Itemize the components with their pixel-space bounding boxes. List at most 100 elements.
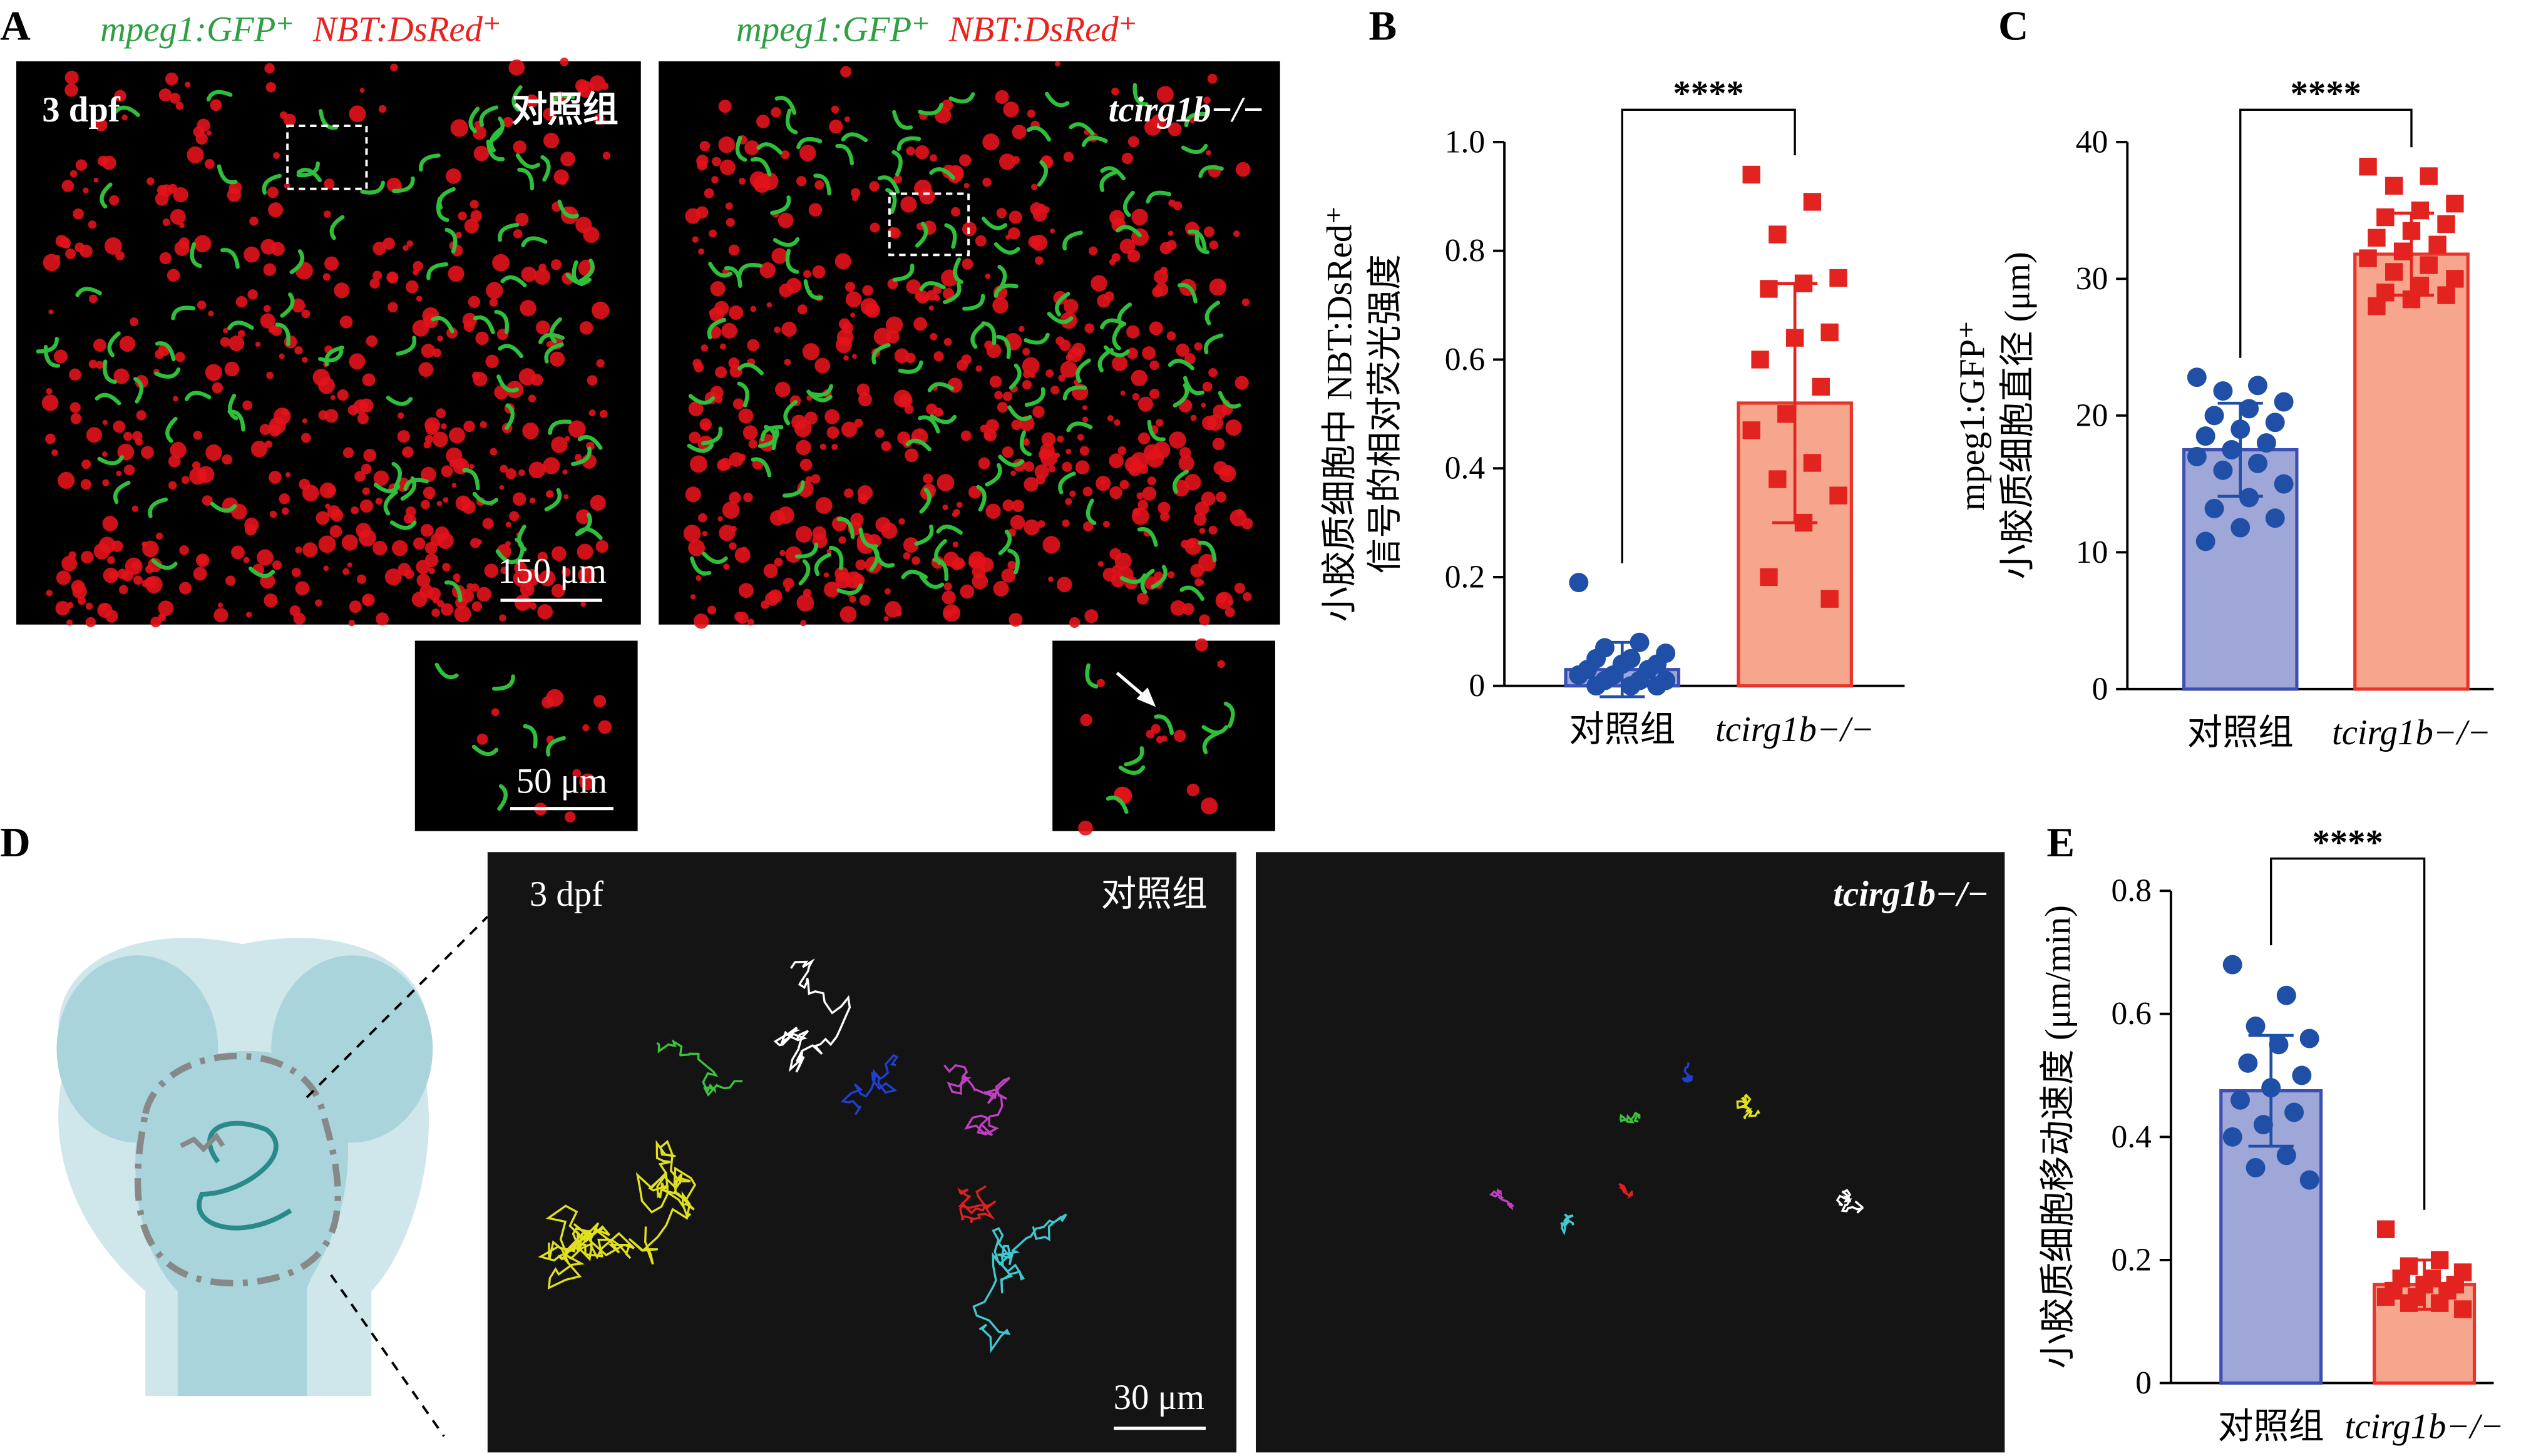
- red-signal: [499, 614, 506, 622]
- red-signal: [1022, 380, 1032, 390]
- red-signal: [722, 501, 740, 519]
- red-signal: [512, 492, 526, 506]
- green-signal: [996, 334, 1011, 359]
- green-signal: [431, 315, 454, 334]
- data-point: [1569, 665, 1589, 685]
- red-signal: [285, 472, 291, 478]
- red-signal: [763, 563, 778, 578]
- red-signal: [284, 335, 297, 349]
- red-signal: [1219, 464, 1236, 483]
- red-signal: [992, 297, 1009, 314]
- red-signal: [1127, 249, 1141, 263]
- red-signal: [347, 404, 359, 416]
- red-signal: [413, 269, 419, 275]
- green-signal: [1112, 324, 1122, 351]
- channel-label: mpeg1:GFP⁺ NBT:DsRed⁺: [100, 9, 501, 49]
- green-signal: [796, 136, 823, 150]
- green-signal: [1188, 229, 1207, 251]
- red-signal: [685, 208, 701, 224]
- red-signal: [432, 597, 439, 603]
- red-signal: [222, 454, 232, 465]
- red-signal: [1024, 477, 1039, 492]
- red-signal: [193, 126, 205, 138]
- green-signal: [918, 415, 940, 434]
- red-signal: [1209, 278, 1227, 296]
- red-signal: [838, 318, 851, 330]
- red-signal: [356, 574, 366, 584]
- red-signal: [124, 464, 135, 476]
- green-signal: [515, 153, 541, 169]
- green-signal: [1218, 391, 1241, 409]
- red-signal: [709, 229, 717, 238]
- data-point: [1820, 323, 1839, 342]
- red-signal: [1126, 325, 1140, 339]
- red-signal: [220, 337, 230, 347]
- red-signal: [579, 773, 596, 791]
- green-signal: [892, 110, 913, 130]
- red-signal: [984, 341, 993, 350]
- red-signal: [1209, 240, 1219, 250]
- data-point: [2231, 518, 2251, 538]
- red-signal: [1019, 326, 1025, 332]
- green-signal: [1055, 292, 1070, 317]
- red-signal: [956, 501, 963, 508]
- green-signal: [871, 342, 891, 365]
- red-signal: [551, 583, 565, 598]
- red-signal: [1190, 414, 1197, 421]
- red-signal: [870, 222, 880, 233]
- red-signal: [824, 409, 840, 424]
- red-signal: [260, 313, 275, 329]
- red-signal: [582, 724, 590, 732]
- red-signal: [881, 441, 891, 451]
- red-signal: [247, 289, 258, 300]
- green-signal: [1076, 358, 1091, 383]
- red-signal: [577, 543, 593, 560]
- green-signal: [836, 517, 855, 539]
- data-point: [1777, 405, 1795, 423]
- group-label: 对照组: [1101, 874, 1208, 914]
- red-signal: [685, 486, 701, 503]
- red-signal: [1235, 161, 1251, 177]
- green-signal: [1019, 430, 1032, 456]
- red-signal: [960, 430, 972, 441]
- red-signal: [500, 464, 508, 473]
- red-signal: [1173, 729, 1186, 742]
- red-signal: [800, 620, 807, 627]
- red-signal: [1002, 499, 1015, 511]
- green-signal: [498, 223, 520, 242]
- red-signal: [995, 90, 1009, 105]
- red-signal: [93, 543, 110, 560]
- red-signal: [432, 431, 448, 448]
- red-signal: [589, 75, 606, 91]
- red-signal: [975, 365, 982, 372]
- data-point: [2292, 1065, 2312, 1085]
- red-signal: [854, 418, 863, 428]
- data-point: [2195, 531, 2215, 551]
- red-signal: [1008, 227, 1020, 240]
- red-signal: [1199, 528, 1206, 534]
- red-signal: [384, 568, 402, 586]
- red-signal: [543, 132, 560, 149]
- green-signal: [794, 542, 819, 559]
- red-signal: [179, 545, 189, 555]
- green-signal: [103, 359, 118, 384]
- red-signal: [748, 439, 757, 449]
- green-signal: [687, 443, 714, 453]
- red-signal: [228, 335, 245, 351]
- red-signal: [421, 500, 430, 510]
- data-point: [2256, 433, 2276, 453]
- red-signal: [1121, 152, 1133, 165]
- red-signal: [593, 695, 607, 708]
- red-signal: [1208, 367, 1218, 377]
- red-signal: [689, 431, 701, 444]
- red-signal: [1120, 391, 1126, 396]
- red-signal: [543, 457, 560, 474]
- red-signal: [85, 617, 96, 627]
- red-signal: [441, 603, 454, 616]
- red-signal: [1002, 446, 1014, 458]
- red-signal: [388, 302, 398, 312]
- y-tick-label: 0.2: [2111, 1242, 2151, 1278]
- red-signal: [560, 58, 569, 66]
- red-signal: [906, 146, 915, 156]
- green-signal: [841, 132, 868, 143]
